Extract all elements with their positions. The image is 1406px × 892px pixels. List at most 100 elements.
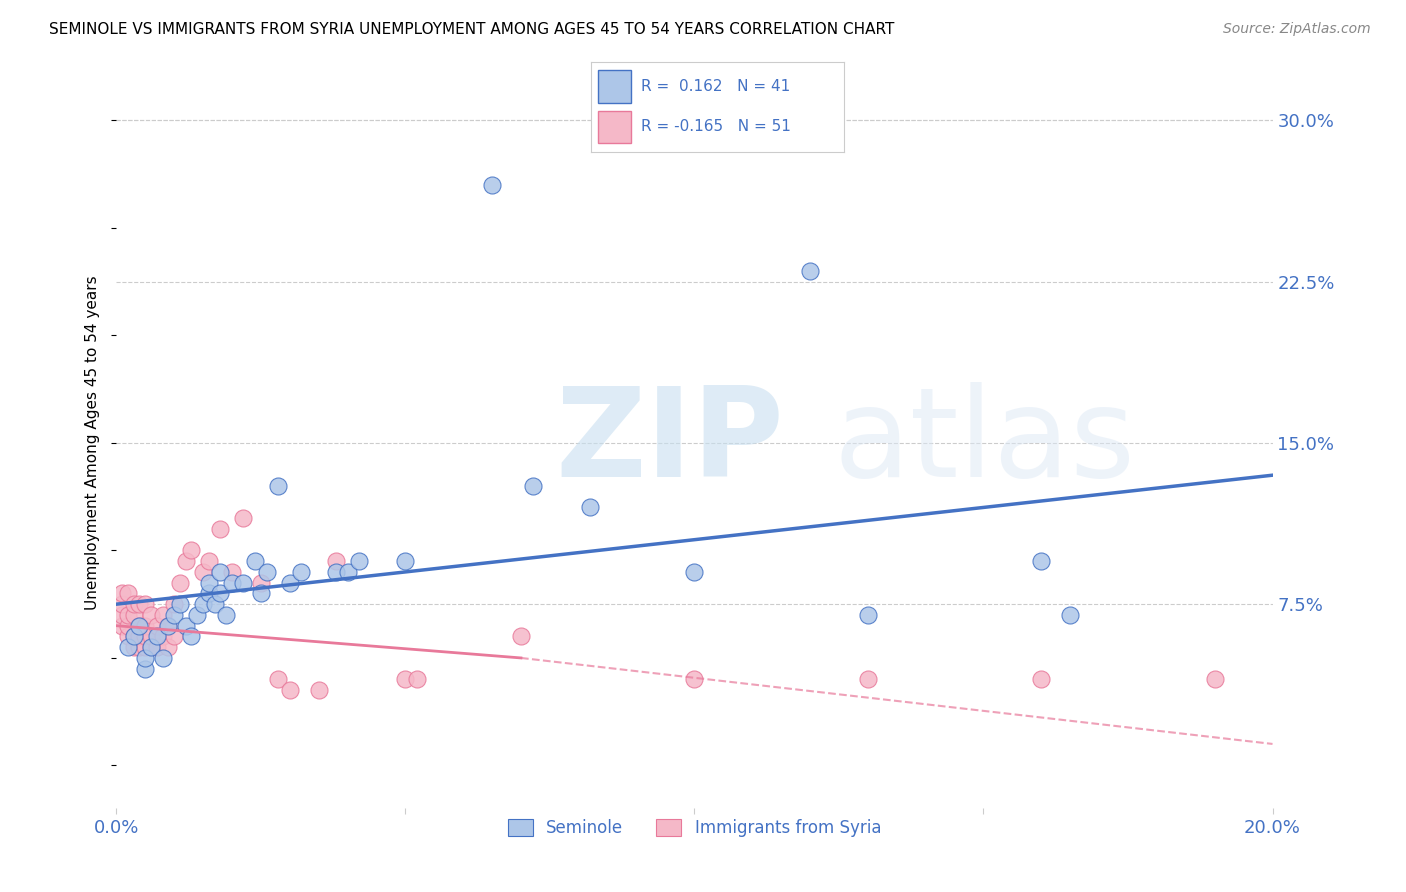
Text: ZIP: ZIP <box>555 383 785 503</box>
Point <box>278 575 301 590</box>
Point <box>111 586 134 600</box>
Point <box>163 607 186 622</box>
Point <box>221 565 243 579</box>
Point <box>232 511 254 525</box>
Point <box>249 575 271 590</box>
Point <box>308 683 330 698</box>
Text: SEMINOLE VS IMMIGRANTS FROM SYRIA UNEMPLOYMENT AMONG AGES 45 TO 54 YEARS CORRELA: SEMINOLE VS IMMIGRANTS FROM SYRIA UNEMPL… <box>49 22 894 37</box>
Point <box>221 575 243 590</box>
Point <box>336 565 359 579</box>
Point <box>197 575 219 590</box>
Point <box>243 554 266 568</box>
Point <box>256 565 278 579</box>
Point <box>325 565 347 579</box>
Point <box>117 618 139 632</box>
Point <box>215 607 238 622</box>
Point <box>683 565 706 579</box>
Point <box>683 673 706 687</box>
Point <box>232 575 254 590</box>
Legend: Seminole, Immigrants from Syria: Seminole, Immigrants from Syria <box>501 813 887 844</box>
Point <box>799 264 821 278</box>
Point <box>186 607 208 622</box>
Point <box>163 597 186 611</box>
Point <box>117 630 139 644</box>
Point <box>117 640 139 655</box>
Point <box>122 607 145 622</box>
Point <box>522 479 544 493</box>
Point <box>117 607 139 622</box>
Y-axis label: Unemployment Among Ages 45 to 54 years: Unemployment Among Ages 45 to 54 years <box>86 276 100 610</box>
Text: Source: ZipAtlas.com: Source: ZipAtlas.com <box>1223 22 1371 37</box>
Point <box>290 565 312 579</box>
Point <box>209 522 232 536</box>
Point <box>325 554 347 568</box>
Point <box>856 673 879 687</box>
Point <box>111 597 134 611</box>
Point <box>406 673 429 687</box>
Text: R = -0.165   N = 51: R = -0.165 N = 51 <box>641 120 792 134</box>
Point <box>197 554 219 568</box>
Point <box>157 618 180 632</box>
Point <box>145 640 167 655</box>
Point <box>174 618 197 632</box>
Point <box>191 597 214 611</box>
Point <box>157 640 180 655</box>
Point <box>134 597 156 611</box>
Point <box>180 543 202 558</box>
Point <box>152 651 174 665</box>
Point <box>209 586 232 600</box>
Point <box>1031 554 1053 568</box>
Point <box>278 683 301 698</box>
Point <box>134 618 156 632</box>
Point <box>134 662 156 676</box>
Point <box>209 565 232 579</box>
Point <box>111 618 134 632</box>
Point <box>122 630 145 644</box>
Point <box>180 630 202 644</box>
Point <box>191 565 214 579</box>
Point <box>197 586 219 600</box>
Point <box>267 673 290 687</box>
Point <box>134 640 156 655</box>
Point <box>128 630 150 644</box>
Point <box>139 607 162 622</box>
Point <box>1031 673 1053 687</box>
Point <box>128 597 150 611</box>
Bar <box>598 111 631 143</box>
Point <box>163 630 186 644</box>
Point <box>128 640 150 655</box>
Point <box>134 630 156 644</box>
Point <box>174 554 197 568</box>
Point <box>145 630 167 644</box>
Point <box>139 630 162 644</box>
Point <box>579 500 602 515</box>
Point <box>1059 607 1081 622</box>
Point <box>1204 673 1226 687</box>
Point <box>152 607 174 622</box>
Point <box>117 586 139 600</box>
Point <box>139 640 162 655</box>
Point <box>267 479 290 493</box>
Point <box>122 640 145 655</box>
Point <box>481 178 503 192</box>
Text: atlas: atlas <box>834 383 1135 503</box>
Point <box>128 618 150 632</box>
Point <box>347 554 370 568</box>
Text: R =  0.162   N = 41: R = 0.162 N = 41 <box>641 79 790 94</box>
Point <box>152 630 174 644</box>
Point <box>111 607 134 622</box>
Point <box>394 554 416 568</box>
Point <box>856 607 879 622</box>
Point <box>139 640 162 655</box>
Point <box>134 651 156 665</box>
Point <box>249 586 271 600</box>
Point <box>510 630 533 644</box>
Point <box>122 630 145 644</box>
Point <box>145 618 167 632</box>
Point <box>169 575 191 590</box>
Point <box>128 618 150 632</box>
Point <box>122 597 145 611</box>
Point <box>394 673 416 687</box>
Point <box>204 597 226 611</box>
Point <box>157 618 180 632</box>
